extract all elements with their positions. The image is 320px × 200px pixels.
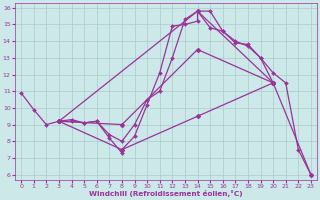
X-axis label: Windchill (Refroidissement éolien,°C): Windchill (Refroidissement éolien,°C) <box>89 190 243 197</box>
